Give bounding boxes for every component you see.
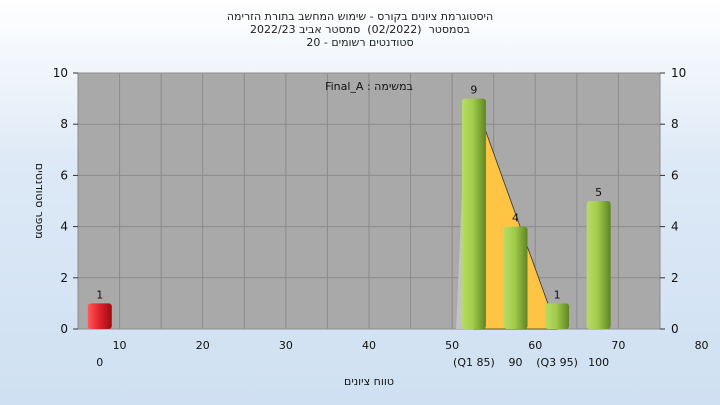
bar-value-label: 1 xyxy=(554,288,561,301)
x-tick-label: 80 xyxy=(695,339,709,352)
chart-title-line-3: סטודנטים רשומים - 20 xyxy=(306,36,414,49)
plot-annotation: Final_A : במשימה xyxy=(325,80,413,93)
histogram-bar xyxy=(545,303,570,329)
y-tick-label-right: 0 xyxy=(671,322,679,336)
x-tick-label: 10 xyxy=(113,339,127,352)
x-tick-label: 40 xyxy=(362,339,376,352)
y-axis-title: מספר סטודנטים xyxy=(33,163,46,239)
x-category-label: (Q1 85) xyxy=(453,356,495,369)
x-axis-title: טווח ציונים xyxy=(344,375,394,388)
y-tick-label-left: 2 xyxy=(60,271,68,285)
bar-value-label: 5 xyxy=(595,186,602,199)
bar-value-label: 9 xyxy=(470,84,477,97)
x-category-label: 100 xyxy=(588,356,609,369)
y-tick-label-right: 6 xyxy=(671,168,679,182)
x-tick-label: 50 xyxy=(445,339,459,352)
chart-title-block: היסטוגרמת ציונים בקורס - שימוש המחשב בתו… xyxy=(0,10,720,49)
x-tick-label: 30 xyxy=(279,339,293,352)
x-category-label: 0 xyxy=(96,356,103,369)
y-tick-label-left: 4 xyxy=(60,220,68,234)
y-tick-label-right: 2 xyxy=(671,271,679,285)
x-tick-label: 60 xyxy=(528,339,542,352)
histogram-bar xyxy=(503,226,528,329)
x-category-label: (Q3 95) xyxy=(536,356,578,369)
y-tick-label-right: 10 xyxy=(671,66,686,80)
y-tick-label-right: 4 xyxy=(671,220,679,234)
y-tick-label-left: 8 xyxy=(60,117,68,131)
histogram-bar xyxy=(87,303,112,329)
y-tick-label-right: 8 xyxy=(671,117,679,131)
y-tick-label-left: 0 xyxy=(60,322,68,336)
bar-value-label: 4 xyxy=(512,212,519,225)
x-tick-label: 70 xyxy=(611,339,625,352)
x-tick-label: 20 xyxy=(196,339,210,352)
chart-title-line-1: היסטוגרמת ציונים בקורס - שימוש המחשב בתו… xyxy=(226,10,494,23)
bar-value-label: 1 xyxy=(96,288,103,301)
histogram-bar xyxy=(586,201,611,329)
chart-title-line-2: בסמסטר (02/2022) סמסטר אביב 2022/23 xyxy=(249,23,471,36)
x-category-label: 90 xyxy=(509,356,523,369)
y-tick-label-left: 10 xyxy=(53,66,68,80)
y-tick-label-left: 6 xyxy=(60,168,68,182)
histogram-bar xyxy=(461,98,486,329)
